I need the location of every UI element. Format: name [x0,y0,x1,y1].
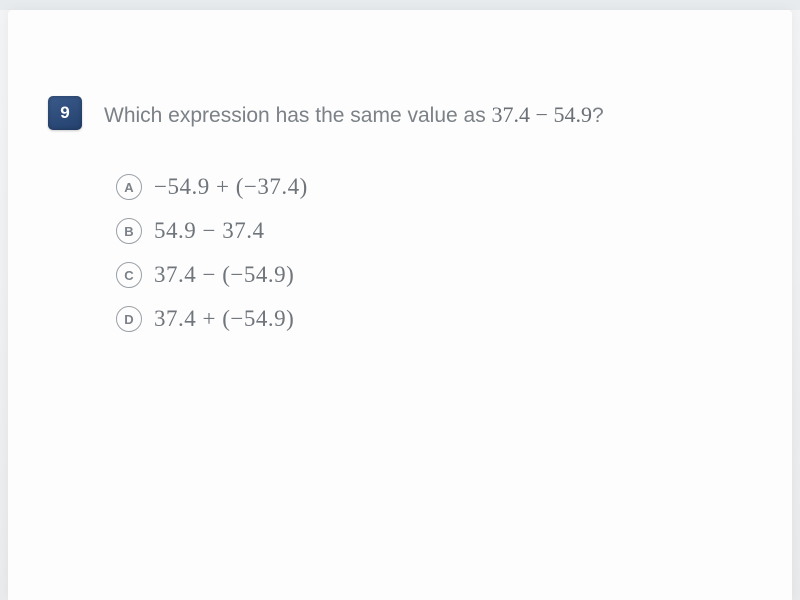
choice-letter: D [124,312,133,327]
question-number: 9 [60,103,69,123]
choice-expression: −54.9 + (−37.4) [154,174,308,200]
question-stem: Which expression has the same value as 3… [104,100,604,130]
choice-letter: A [124,180,133,195]
choice-expression: 37.4 + (−54.9) [154,306,294,332]
stem-suffix: ? [592,104,604,127]
page-top-edge [0,0,800,10]
stem-math: 37.4 − 54.9 [492,102,592,127]
worksheet-page: 9 Which expression has the same value as… [8,10,792,600]
choice-expression: 54.9 − 37.4 [154,218,264,244]
choice-b[interactable]: B 54.9 − 37.4 [116,218,742,244]
choice-bubble-a[interactable]: A [116,174,142,200]
answer-choices: A −54.9 + (−37.4) B 54.9 − 37.4 C 37.4 −… [116,174,742,332]
choice-a[interactable]: A −54.9 + (−37.4) [116,174,742,200]
question-number-badge: 9 [48,96,82,130]
stem-prefix: Which expression has the same value as [104,104,492,127]
choice-bubble-d[interactable]: D [116,306,142,332]
choice-c[interactable]: C 37.4 − (−54.9) [116,262,742,288]
choice-letter: B [124,224,133,239]
choice-expression: 37.4 − (−54.9) [154,262,294,288]
choice-letter: C [124,268,133,283]
choice-bubble-b[interactable]: B [116,218,142,244]
choice-bubble-c[interactable]: C [116,262,142,288]
question-row: 9 Which expression has the same value as… [48,100,742,130]
choice-d[interactable]: D 37.4 + (−54.9) [116,306,742,332]
